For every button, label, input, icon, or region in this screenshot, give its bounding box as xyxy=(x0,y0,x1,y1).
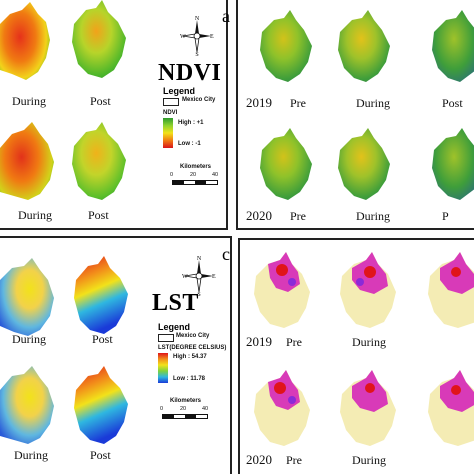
legend-boundary-swatch xyxy=(163,98,179,106)
map-lst-during-top xyxy=(0,258,54,336)
label-pre-2020-lst: Pre xyxy=(286,453,302,467)
label-during-2019-lst: During xyxy=(352,335,386,349)
legend-layer-label: NDVI xyxy=(163,110,178,116)
map-lst-2020-during xyxy=(340,370,396,446)
label-during-2020-lst: During xyxy=(352,453,386,467)
map-ndvi-post-top xyxy=(72,0,126,78)
compass-e-c: E xyxy=(212,274,216,280)
compass-w: W xyxy=(180,34,186,40)
label-during-2019: During xyxy=(356,96,390,110)
compass-e: E xyxy=(210,34,214,40)
panel-b-ndvi-years: 2019 Pre During Post 2020 Pre During P xyxy=(236,0,474,230)
compass-rose-icon: N S W E xyxy=(182,256,216,296)
year-2019-lst: 2019 xyxy=(246,334,272,349)
legend-boundary-swatch-lst xyxy=(158,334,174,342)
lst-color-ramp xyxy=(158,353,168,383)
label-post-top: Post xyxy=(90,94,111,108)
map-ndvi-2020-post-partial xyxy=(432,128,474,200)
year-2020-lst: 2020 xyxy=(246,452,272,467)
label-post-lst-top: Post xyxy=(92,332,113,346)
map-ndvi-2020-pre xyxy=(260,128,312,200)
label-pre-2019-lst: Pre xyxy=(286,335,302,349)
panel-title-ndvi: NDVI xyxy=(158,60,222,86)
ndvi-color-ramp xyxy=(163,118,173,148)
map-ndvi-post-bottom xyxy=(72,122,126,200)
map-lst-2019-during xyxy=(340,252,396,328)
scale-tick-20-lst: 20 xyxy=(180,406,187,412)
legend-high-label-lst: High : 54.37 xyxy=(173,354,207,360)
scale-bar-lst xyxy=(162,414,208,419)
compass-n-c: N xyxy=(197,256,202,262)
scale-tick-20: 20 xyxy=(190,172,197,178)
legend-heading-lst: Legend xyxy=(158,322,191,332)
label-post-2019: Post xyxy=(442,96,463,110)
label-pre-2020: Pre xyxy=(290,209,306,223)
map-lst-2019-post-partial xyxy=(428,252,474,328)
compass-rose-icon: N S W E xyxy=(180,16,214,56)
map-lst-post-top xyxy=(74,256,128,334)
map-ndvi-2019-pre xyxy=(260,10,312,82)
panel-a-ndvi: During Post During Post N S W E a NDVI L… xyxy=(0,0,230,230)
legend-low-label-lst: Low : 11.78 xyxy=(173,376,206,382)
compass-s-c: S xyxy=(197,292,200,296)
map-lst-2020-pre xyxy=(254,370,310,446)
panel-c-lst: During Post During Post N S W E c LST Le… xyxy=(0,236,232,474)
map-ndvi-2019-post-partial xyxy=(432,10,474,82)
map-ndvi-2020-during xyxy=(338,128,390,200)
scale-unit: Kilometers xyxy=(180,164,212,170)
label-post-lst-bottom: Post xyxy=(90,448,111,462)
map-lst-post-bottom xyxy=(74,366,128,444)
map-lst-2020-post-partial xyxy=(428,370,474,446)
map-ndvi-during-top xyxy=(0,2,50,80)
label-during-lst-bottom: During xyxy=(14,448,48,462)
compass-w-c: W xyxy=(182,274,188,280)
legend-low-label: Low : -1 xyxy=(178,141,201,147)
label-during-top: During xyxy=(12,94,46,108)
legend-high-label: High : +1 xyxy=(178,120,204,126)
map-lst-during-bottom xyxy=(0,366,54,444)
legend-heading: Legend xyxy=(163,86,196,96)
scale-tick-0-lst: 0 xyxy=(160,406,164,412)
legend-layer-label-lst: LST(DEGREE CELSIUS) xyxy=(158,345,227,351)
panel-d-lst-years: 2019 Pre During 2020 Pre During xyxy=(238,238,474,474)
label-pre-2019: Pre xyxy=(290,96,306,110)
compass-n: N xyxy=(195,16,200,22)
legend-boundary-label: Mexico City xyxy=(182,97,216,103)
scale-tick-0: 0 xyxy=(170,172,174,178)
year-2020: 2020 xyxy=(246,208,272,223)
map-ndvi-during-bottom xyxy=(0,122,54,200)
scale-unit-lst: Kilometers xyxy=(170,398,202,404)
scale-tick-40-lst: 40 xyxy=(202,406,209,412)
panel-letter-a: a xyxy=(222,6,230,26)
legend-boundary-label-lst: Mexico City xyxy=(176,333,210,339)
year-2019: 2019 xyxy=(246,95,272,110)
map-ndvi-2019-during xyxy=(338,10,390,82)
label-post-bottom: Post xyxy=(88,208,109,222)
compass-s: S xyxy=(195,52,198,56)
map-lst-2019-pre xyxy=(254,252,310,328)
label-during-2020: During xyxy=(356,209,390,223)
panel-title-lst: LST xyxy=(152,290,199,316)
scale-tick-40: 40 xyxy=(212,172,219,178)
label-post-2020-partial: P xyxy=(442,209,449,223)
label-during-bottom: During xyxy=(18,208,52,222)
scale-bar xyxy=(172,180,218,185)
label-during-lst-top: During xyxy=(12,332,46,346)
panel-letter-c: c xyxy=(222,244,230,264)
